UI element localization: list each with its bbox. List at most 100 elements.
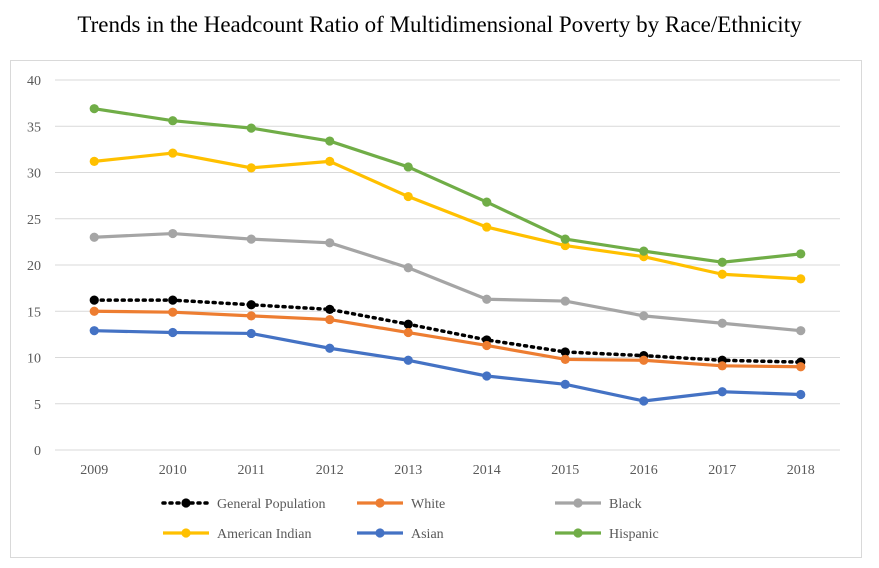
data-point [560, 354, 570, 364]
y-tick-label: 35 [27, 120, 41, 135]
data-point [560, 347, 570, 357]
legend-swatch-marker [181, 498, 191, 508]
series-black [89, 228, 806, 336]
x-tick-label: 2012 [316, 463, 344, 478]
x-tick-label: 2018 [787, 463, 815, 478]
data-point [796, 326, 806, 336]
data-point [482, 294, 492, 304]
legend-label: Asian [411, 527, 444, 542]
legend-item: Asian [357, 527, 444, 542]
data-point [325, 156, 335, 166]
data-point [325, 136, 335, 146]
data-point [403, 319, 413, 329]
series-line [92, 298, 803, 364]
data-point [717, 361, 727, 371]
x-tick-label: 2017 [708, 463, 736, 478]
data-point [482, 197, 492, 207]
data-point [482, 371, 492, 381]
data-point [796, 274, 806, 284]
data-point [639, 246, 649, 256]
legend-item: American Indian [163, 527, 311, 542]
data-point [325, 304, 335, 314]
x-tick-label: 2009 [80, 463, 108, 478]
y-tick-label: 30 [27, 167, 41, 182]
data-point [403, 263, 413, 273]
series-american-indian [89, 148, 806, 284]
series-white [89, 306, 806, 372]
y-tick-label: 15 [27, 305, 41, 320]
data-point [560, 240, 570, 251]
x-tick-label: 2010 [159, 463, 187, 478]
data-point [168, 228, 178, 239]
data-point [246, 123, 256, 133]
data-point [639, 396, 649, 406]
data-point [246, 300, 256, 310]
series-asian [89, 326, 806, 406]
data-point [403, 327, 413, 338]
y-tick-label: 25 [27, 213, 41, 228]
gridlines [55, 79, 840, 451]
series-line [94, 309, 801, 369]
data-point [639, 355, 649, 365]
data-point [717, 257, 727, 267]
data-point [560, 296, 570, 306]
data-point [560, 379, 570, 389]
legend-label: White [411, 497, 445, 512]
data-point [717, 269, 727, 279]
data-point [717, 387, 727, 397]
data-point [246, 163, 256, 173]
data-point [89, 156, 99, 166]
legend-swatch-marker [181, 528, 191, 538]
data-point [89, 326, 99, 336]
legend-label: Black [609, 497, 642, 512]
data-point [482, 340, 492, 351]
series-general-population [89, 295, 806, 367]
chart-frame [10, 60, 862, 558]
y-tick-label: 20 [27, 259, 41, 274]
data-point [639, 311, 649, 321]
series-line [94, 151, 801, 281]
data-point [89, 232, 99, 242]
data-point [89, 104, 99, 114]
legend-item: Hispanic [555, 527, 659, 542]
y-tick-label: 5 [34, 398, 41, 413]
series-line [94, 231, 801, 333]
legend-swatch-marker [375, 498, 385, 508]
data-point [403, 355, 413, 365]
data-point [246, 234, 256, 244]
legend-swatch-marker [573, 498, 583, 508]
legend-swatch-marker [375, 528, 385, 538]
legend-label: American Indian [217, 527, 311, 542]
y-tick-label: 0 [34, 444, 41, 459]
data-point [168, 116, 178, 126]
series-line [94, 107, 801, 264]
legend-label: General Population [217, 497, 325, 512]
data-point [325, 314, 335, 325]
legend: General Population White Black American Ind… [161, 497, 659, 542]
data-point [89, 295, 99, 305]
series-hispanic [89, 104, 806, 267]
x-tick-label: 2015 [551, 463, 579, 478]
data-point [168, 295, 178, 305]
legend-swatch-marker [573, 528, 583, 538]
data-point [482, 222, 492, 232]
series-line [94, 329, 801, 403]
x-tick-label: 2016 [630, 463, 658, 478]
data-point [168, 307, 178, 317]
legend-item: White [357, 497, 445, 512]
legend-label: Hispanic [609, 527, 659, 542]
y-tick-label: 40 [27, 74, 41, 89]
x-tick-label: 2014 [473, 463, 501, 478]
legend-item: General Population [161, 497, 325, 512]
y-tick-label: 10 [27, 352, 41, 367]
data-point [246, 328, 256, 339]
data-point [796, 362, 806, 372]
x-tick-label: 2011 [238, 463, 265, 478]
data-point [717, 318, 727, 328]
data-point [403, 162, 413, 172]
data-point [89, 306, 99, 316]
data-point [403, 191, 413, 202]
data-point [796, 389, 806, 400]
data-point [168, 327, 178, 338]
